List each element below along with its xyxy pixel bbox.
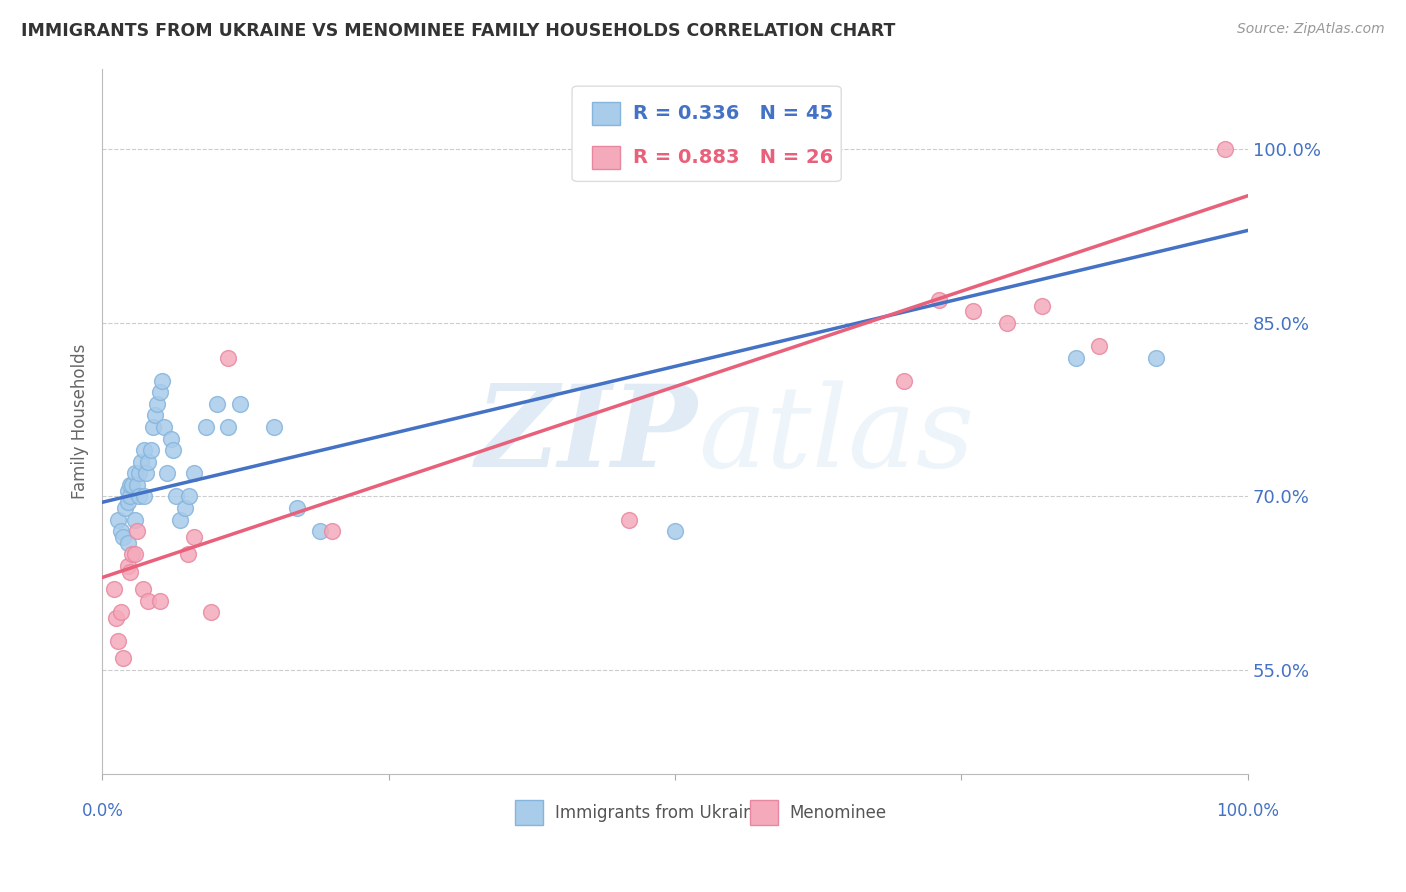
FancyBboxPatch shape [592, 103, 620, 125]
Point [139, 443, 162, 458]
Point [136, 455, 159, 469]
Point [183, 530, 205, 544]
FancyBboxPatch shape [749, 800, 779, 825]
Point [229, 397, 252, 411]
Point [103, 582, 125, 596]
Point [177, 547, 200, 561]
Point [118, 565, 141, 579]
Point [112, 651, 135, 665]
Point [121, 547, 143, 561]
Point [128, 490, 150, 504]
Point [893, 374, 915, 388]
Point [132, 443, 155, 458]
Point [118, 478, 141, 492]
Point [146, 397, 169, 411]
Point [136, 593, 159, 607]
Point [200, 605, 222, 619]
Point [124, 547, 146, 561]
Point [117, 495, 139, 509]
Point [105, 611, 128, 625]
Point [149, 385, 172, 400]
FancyBboxPatch shape [592, 146, 620, 169]
Point [107, 634, 129, 648]
Point [263, 420, 285, 434]
Point [155, 467, 177, 481]
Point [149, 593, 172, 607]
Point [1064, 351, 1087, 365]
Point [153, 420, 176, 434]
Point [995, 316, 1018, 330]
Point [117, 535, 139, 549]
Point [169, 512, 191, 526]
Point [118, 490, 141, 504]
Point [110, 524, 132, 538]
Text: Immigrants from Ukraine: Immigrants from Ukraine [555, 804, 763, 822]
Text: IMMIGRANTS FROM UKRAINE VS MENOMINEE FAMILY HOUSEHOLDS CORRELATION CHART: IMMIGRANTS FROM UKRAINE VS MENOMINEE FAM… [21, 22, 896, 40]
FancyBboxPatch shape [515, 800, 543, 825]
Point [1031, 299, 1053, 313]
Point [217, 420, 239, 434]
Point [205, 397, 228, 411]
Point [150, 374, 173, 388]
Point [174, 501, 197, 516]
Text: atlas: atlas [697, 380, 974, 491]
Text: 0.0%: 0.0% [82, 802, 124, 821]
Point [194, 420, 217, 434]
Point [131, 455, 153, 469]
Point [217, 351, 239, 365]
Point [179, 490, 201, 504]
Point [110, 605, 132, 619]
FancyBboxPatch shape [572, 87, 841, 181]
Point [124, 467, 146, 481]
Point [112, 530, 135, 544]
Text: Source: ZipAtlas.com: Source: ZipAtlas.com [1237, 22, 1385, 37]
Point [107, 512, 129, 526]
Text: R = 0.336   N = 45: R = 0.336 N = 45 [633, 104, 832, 123]
Text: 100.0%: 100.0% [1216, 802, 1279, 821]
Point [121, 478, 143, 492]
Text: ZIP: ZIP [477, 380, 697, 491]
Point [285, 501, 308, 516]
Point [160, 432, 183, 446]
Point [132, 490, 155, 504]
Point [1213, 143, 1236, 157]
Point [124, 512, 146, 526]
Point [142, 420, 165, 434]
Point [619, 512, 641, 526]
Point [117, 483, 139, 498]
Point [125, 478, 148, 492]
Point [962, 304, 984, 318]
Point [128, 467, 150, 481]
Point [143, 409, 166, 423]
Point [117, 558, 139, 573]
Point [1144, 351, 1167, 365]
Point [131, 582, 153, 596]
Y-axis label: Family Households: Family Households [72, 343, 89, 499]
Point [125, 524, 148, 538]
Point [165, 490, 187, 504]
Point [928, 293, 950, 307]
Text: Menominee: Menominee [790, 804, 887, 822]
Point [1088, 339, 1111, 353]
Point [162, 443, 184, 458]
Point [664, 524, 686, 538]
Point [183, 467, 205, 481]
Point [321, 524, 343, 538]
Point [309, 524, 332, 538]
Point [135, 467, 157, 481]
Point [114, 501, 136, 516]
Text: R = 0.883   N = 26: R = 0.883 N = 26 [633, 148, 832, 167]
